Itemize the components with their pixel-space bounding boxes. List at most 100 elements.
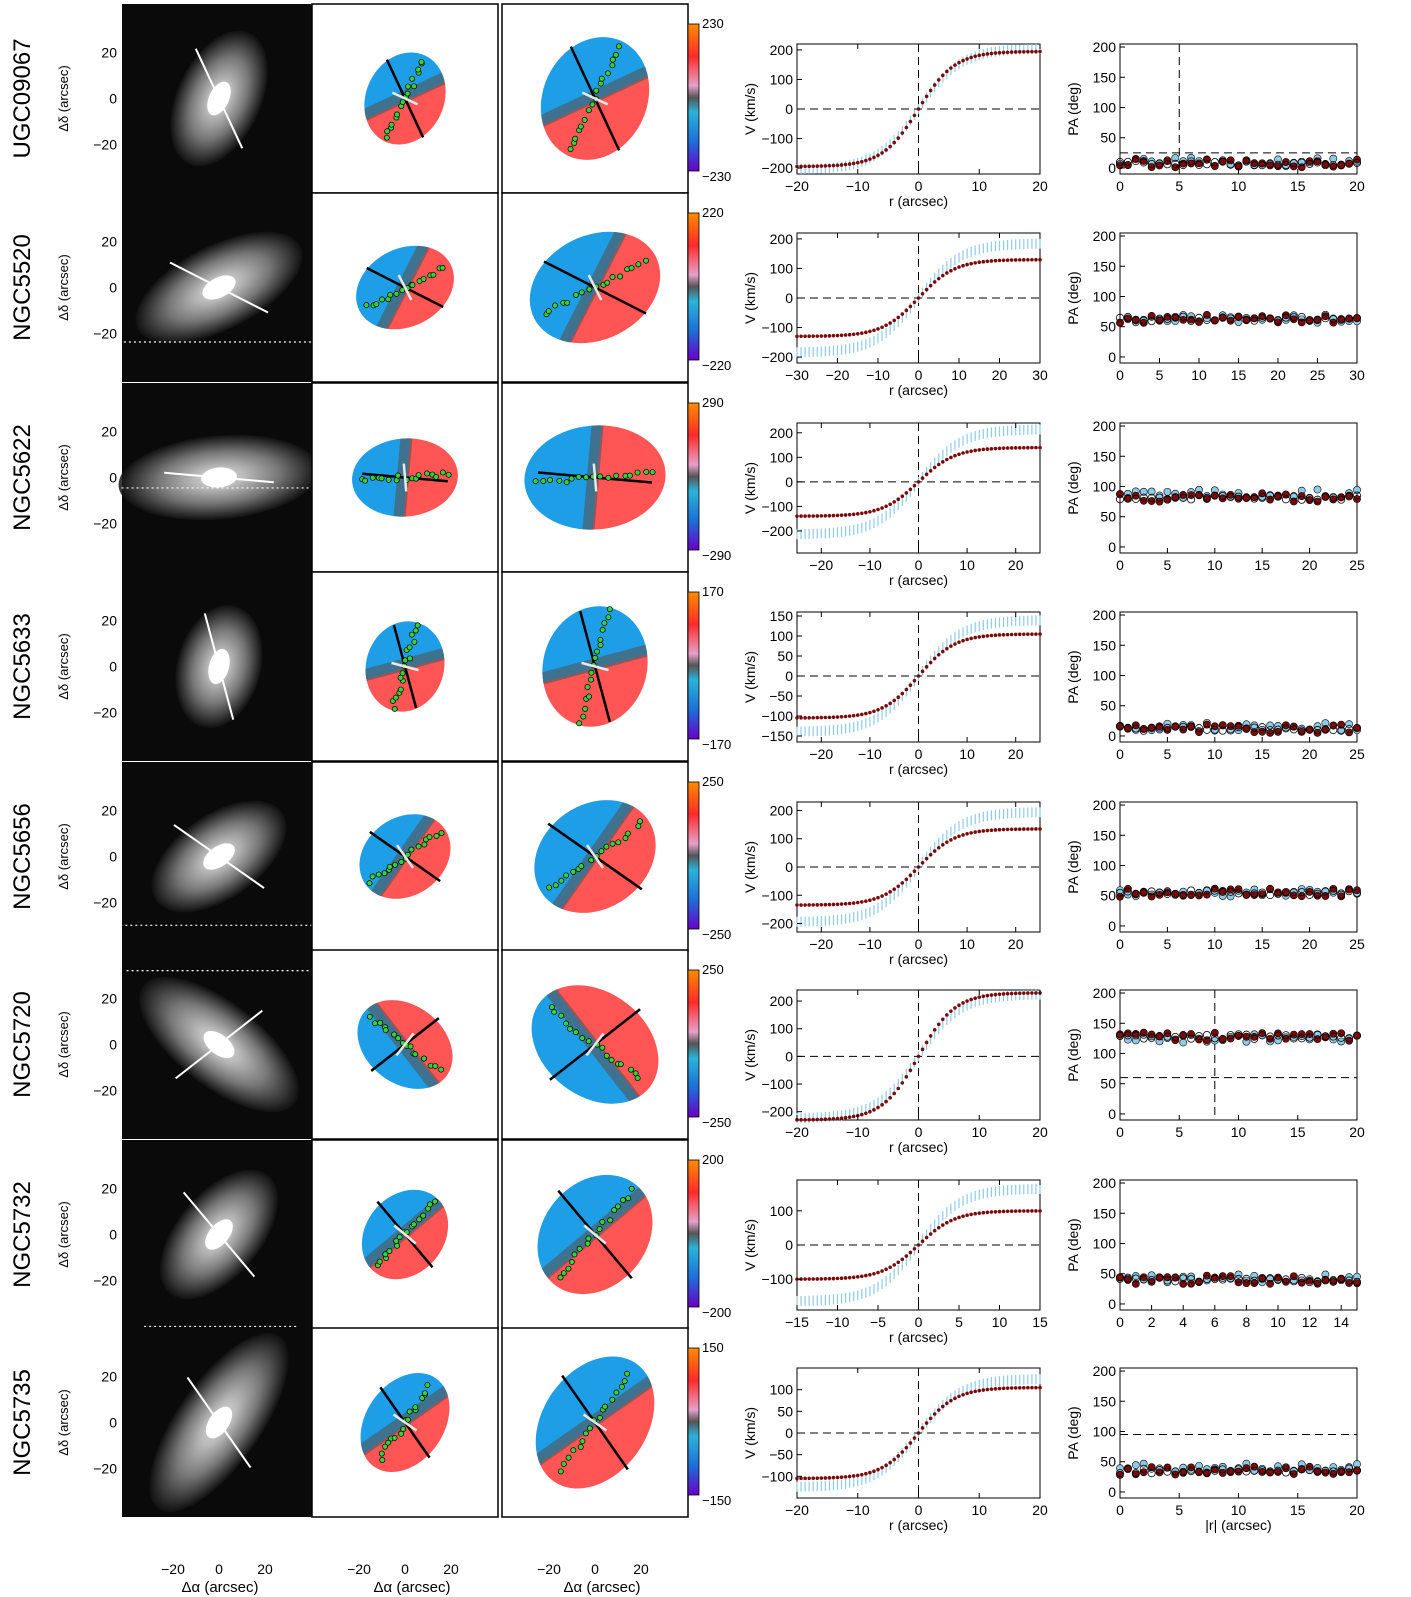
stellar-point (1013, 827, 1018, 832)
stellar-point (916, 1243, 921, 1247)
kinemetry-point (395, 472, 401, 479)
stellar-point (1026, 1385, 1030, 1390)
stellar-point (1022, 1209, 1026, 1213)
stellar-point (1001, 1209, 1006, 1214)
gas-pa-point (1210, 1036, 1219, 1045)
kinemetry-point (571, 1251, 578, 1258)
stellar-pa-point (1226, 156, 1235, 165)
stellar-point (831, 1475, 836, 1480)
pa-r-tick-label: 15 (1231, 367, 1247, 383)
kinemetry-point (568, 1258, 575, 1265)
stellar-point (928, 469, 933, 473)
kinemetry-point (597, 80, 604, 87)
stellar-point (835, 163, 840, 168)
v-tick-label: −100 (761, 1468, 793, 1484)
kinemetry-pa-point (1218, 726, 1227, 735)
kinemetry-pa-point (1218, 491, 1227, 500)
kinemetry-point (373, 301, 380, 308)
stellar-point (868, 1109, 872, 1114)
kinemetry-pa-point (1116, 888, 1125, 897)
r-tick-label: −20 (785, 178, 809, 194)
ra-tick-label: −20 (537, 1561, 561, 1577)
stellar-point (1038, 827, 1042, 831)
kinemetry-point (588, 676, 594, 683)
stellar-point (811, 715, 815, 720)
stellar-point (892, 1091, 896, 1096)
stellar-point (985, 447, 990, 451)
kinematic-axis (169, 261, 269, 314)
kinemetry-pa-point (1289, 888, 1298, 897)
kinemetry-pa-point (1242, 315, 1251, 324)
stellar-point (904, 491, 909, 495)
kinemetry-point (421, 841, 428, 848)
minor-axis-line (587, 274, 603, 301)
stellar-point (1038, 445, 1042, 450)
kinemetry-point (378, 475, 385, 482)
v-tick-label: −200 (761, 523, 793, 539)
r-tick-label: 5 (955, 1314, 963, 1330)
minor-axis-line (592, 463, 598, 492)
stellar-pa-point (1250, 891, 1259, 899)
kinemetry-pa-point (1187, 1467, 1196, 1476)
kinemetry-point (393, 477, 400, 484)
kinemetry-pa-point (1313, 889, 1322, 898)
v-tick-label: 0 (785, 668, 793, 684)
kinemetry-pa-point (1329, 1032, 1338, 1041)
kinemetry-pa-point (1179, 890, 1188, 899)
kinemetry-pa-point (1289, 1467, 1298, 1476)
stellar-point (843, 901, 848, 906)
kinemetry-point (567, 146, 574, 152)
pa-axis-label: PA (deg) (1065, 1406, 1081, 1459)
stellar-point (1013, 446, 1018, 450)
stellar-point (896, 497, 901, 501)
r-tick-label: −20 (809, 936, 833, 952)
kinemetry-pa-point (1242, 724, 1251, 733)
kinemetry-pa-point (1171, 889, 1180, 898)
stellar-point (985, 1210, 990, 1215)
stellar-point (932, 656, 937, 661)
stellar-point (973, 830, 977, 834)
stellar-point (941, 649, 945, 654)
pa-axis-label: PA (deg) (1065, 840, 1081, 893)
r-tick-label: 0 (915, 557, 923, 573)
dec-tick-label: 0 (109, 91, 117, 107)
kinemetry-point (395, 1035, 402, 1042)
stellar-point (839, 1116, 844, 1120)
pa-tick-label: 0 (1108, 1484, 1116, 1500)
stellar-point (985, 634, 990, 638)
kinemetry-point (599, 1219, 606, 1225)
stellar-point (997, 446, 1002, 451)
gas-pa-point (1179, 1038, 1188, 1047)
kinemetry-pa-point (1321, 161, 1330, 170)
stellar-point (965, 57, 969, 61)
kinemetry-point (575, 474, 582, 480)
stellar-point (892, 887, 896, 892)
minor-axis-line (585, 844, 605, 869)
stellar-point (900, 131, 905, 135)
stellar-point (997, 633, 1002, 637)
stellar-point (847, 512, 852, 517)
kinemetry-pa-point (1179, 493, 1188, 502)
r-tick-label: 10 (951, 367, 967, 383)
kinemetry-pa-point (1305, 316, 1314, 325)
kinemetry-point (615, 43, 622, 50)
kinemetry-pa-point (1147, 1275, 1156, 1284)
kinemetry-pa-point (1202, 1275, 1211, 1284)
kinemetry-pa-point (1139, 1034, 1148, 1043)
stellar-point (977, 448, 982, 452)
stellar-point (839, 333, 844, 338)
stellar-point (864, 1111, 868, 1116)
stellar-point (847, 1275, 852, 1280)
kinemetry-point (362, 477, 369, 484)
stellar-pa-point (1258, 890, 1267, 899)
dec-tick-label: −20 (93, 516, 117, 532)
stellar-point (920, 1239, 925, 1244)
stellar-point (993, 51, 998, 55)
kinemetry-point (597, 473, 604, 480)
stellar-point (969, 636, 973, 641)
pa-r-tick-label: 10 (1207, 746, 1223, 762)
r-tick-label: 10 (959, 557, 975, 573)
stellar-point (945, 646, 949, 651)
stellar-point (989, 51, 994, 56)
